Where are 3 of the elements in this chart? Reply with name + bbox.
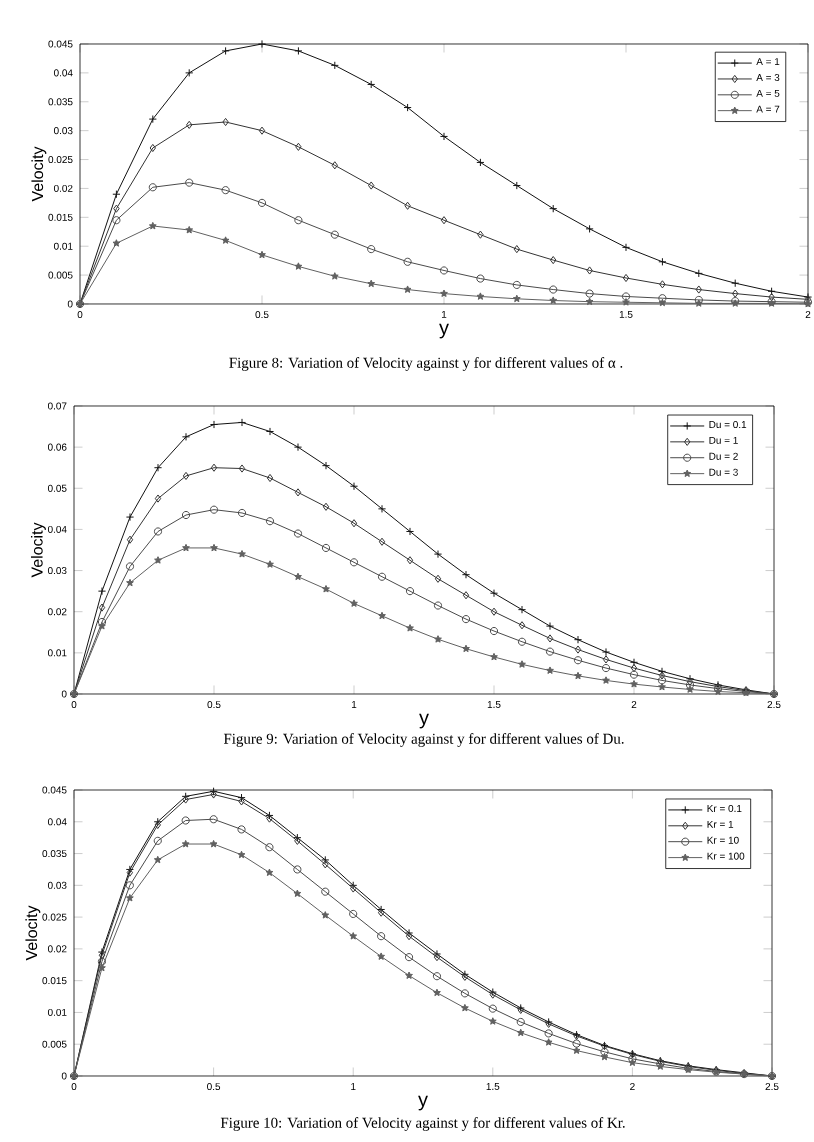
- x-axis-title: y: [418, 1095, 428, 1111]
- x-axis-title: y: [439, 323, 449, 339]
- x-axis-title: y: [419, 713, 429, 729]
